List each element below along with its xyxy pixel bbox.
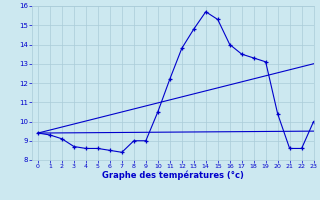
X-axis label: Graphe des températures (°c): Graphe des températures (°c) [102,171,244,180]
